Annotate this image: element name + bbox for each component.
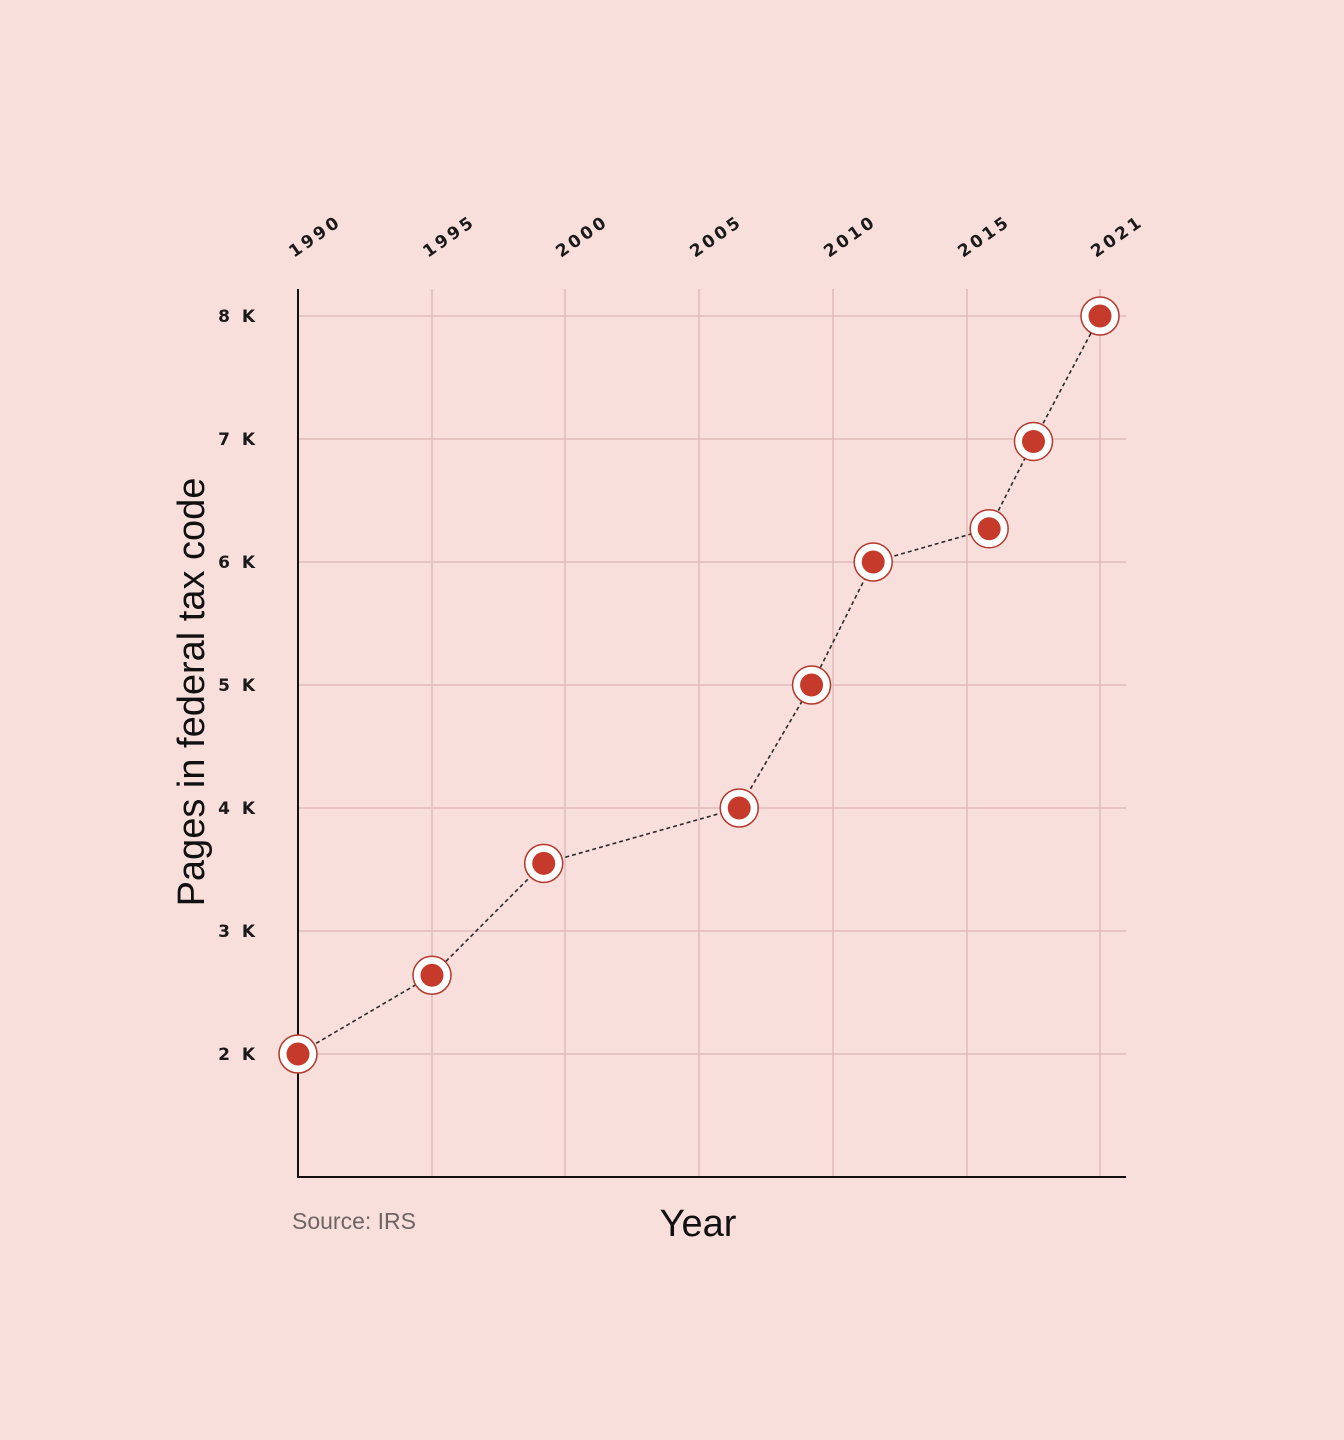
- data-point: [853, 542, 893, 582]
- y-tick-label: 7 K: [218, 430, 258, 450]
- data-point-dot: [861, 550, 885, 574]
- x-tick-label: 2005: [686, 212, 746, 262]
- data-point-dot: [1022, 429, 1045, 453]
- y-tick-label: 3 K: [218, 922, 258, 942]
- x-tick-label: 2000: [552, 212, 612, 262]
- y-tick-label: 6 K: [218, 553, 258, 573]
- data-point-dot: [286, 1042, 310, 1066]
- data-point: [412, 955, 452, 996]
- series-points: [278, 296, 1120, 1074]
- y-tick-labels: 2 K 3 K 4 K 5 K 6 K 7 K 8 K: [218, 307, 258, 1065]
- data-point: [1013, 421, 1054, 462]
- data-point: [1080, 296, 1120, 336]
- x-tick-label: 2015: [954, 212, 1014, 262]
- y-tick-label: 5 K: [218, 676, 258, 696]
- data-point-dot: [532, 851, 556, 875]
- data-point: [523, 843, 564, 884]
- data-point: [791, 665, 832, 705]
- data-point: [278, 1034, 318, 1074]
- x-tick-label: 2021: [1087, 212, 1147, 262]
- data-point-dot: [800, 673, 824, 697]
- axis-layer: [297, 289, 1126, 1178]
- x-tick-labels: 1990 1995 2000 2005 2010 2015 2021: [285, 212, 1147, 262]
- grid-layer: [298, 289, 1126, 1177]
- x-tick-label: 2010: [820, 212, 880, 262]
- data-point: [719, 788, 759, 828]
- y-tick-label: 4 K: [218, 799, 258, 819]
- x-tick-label: 1995: [419, 212, 479, 262]
- x-tick-label: 1990: [285, 212, 345, 262]
- y-axis-title: Pages in federal tax code: [171, 478, 213, 907]
- y-tick-label: 2 K: [218, 1045, 258, 1065]
- data-point-dot: [420, 963, 444, 987]
- data-point-dot: [1088, 304, 1112, 328]
- data-point-dot: [727, 796, 751, 820]
- x-axis-title: Year: [660, 1203, 737, 1245]
- data-point: [969, 509, 1009, 549]
- y-tick-label: 8 K: [218, 307, 258, 327]
- source-note: Source: IRS: [292, 1208, 416, 1234]
- data-point-dot: [977, 517, 1001, 541]
